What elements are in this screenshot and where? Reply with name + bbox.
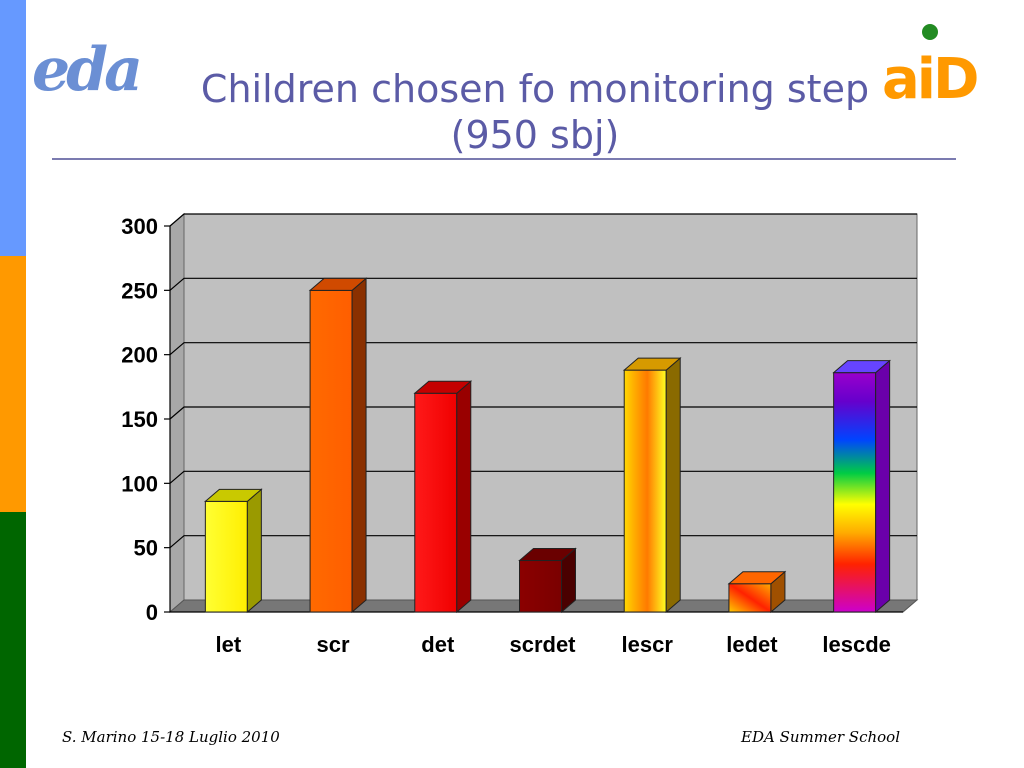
y-tick-label: 250 — [121, 278, 158, 303]
bar-top — [832, 360, 891, 374]
x-category-label: ledet — [726, 632, 778, 657]
y-tick-label: 100 — [121, 471, 158, 496]
x-category-label: scr — [317, 632, 350, 657]
bar — [832, 359, 891, 614]
bar — [518, 547, 577, 614]
slide-title-line-2: (950 sbj) — [450, 113, 620, 157]
bar-top — [727, 571, 787, 585]
y-tick-label: 300 — [121, 214, 158, 239]
footer-event-name: EDA Summer School — [741, 728, 900, 746]
bar-front — [833, 372, 877, 613]
bar-front — [728, 583, 772, 613]
bar-side — [665, 357, 681, 614]
bar — [727, 570, 787, 614]
bar — [413, 380, 473, 614]
bar-side — [456, 380, 472, 614]
x-category-label: det — [421, 632, 455, 657]
side-band-orange — [0, 256, 26, 512]
bar-side — [875, 359, 891, 614]
aid-logo: aiD — [882, 24, 980, 108]
bar-side — [351, 277, 367, 614]
y-tick-label: 200 — [121, 343, 158, 368]
x-category-label: scrdet — [509, 632, 576, 657]
bar-side — [246, 488, 262, 614]
y-tick-label: 50 — [134, 536, 158, 561]
y-tick-label: 0 — [146, 600, 158, 625]
bar-top — [204, 488, 263, 502]
x-category-label: lescde — [822, 632, 891, 657]
x-category-label: let — [216, 632, 242, 657]
eda-logo: eda — [32, 35, 140, 100]
side-band-blue — [0, 0, 26, 256]
bar — [204, 488, 263, 614]
bar — [622, 357, 682, 614]
bar-front — [204, 500, 248, 613]
bar-top — [518, 548, 577, 562]
gridline — [169, 277, 917, 291]
title-divider — [52, 158, 956, 160]
slide-title-line-1: Children chosen fo monitoring step — [200, 67, 870, 111]
gridline — [169, 342, 917, 356]
bar-top — [308, 277, 368, 291]
bar-front — [519, 560, 562, 613]
slide-title: Children chosen fo monitoring step (950 … — [150, 66, 920, 158]
bar-front — [309, 289, 353, 613]
y-tick-label: 150 — [121, 407, 158, 432]
bar — [308, 277, 368, 614]
footer-location-date: S. Marino 15-18 Luglio 2010 — [62, 728, 280, 746]
gridline — [169, 213, 917, 227]
eda-logo-text: eda — [32, 35, 139, 100]
bar-front — [623, 369, 667, 613]
side-band-green — [0, 512, 26, 768]
bar-front — [414, 392, 458, 613]
bar-top — [413, 380, 473, 394]
aid-logo-text: aiD — [882, 47, 977, 108]
bar-top — [622, 357, 682, 371]
x-category-label: lescr — [622, 632, 674, 657]
